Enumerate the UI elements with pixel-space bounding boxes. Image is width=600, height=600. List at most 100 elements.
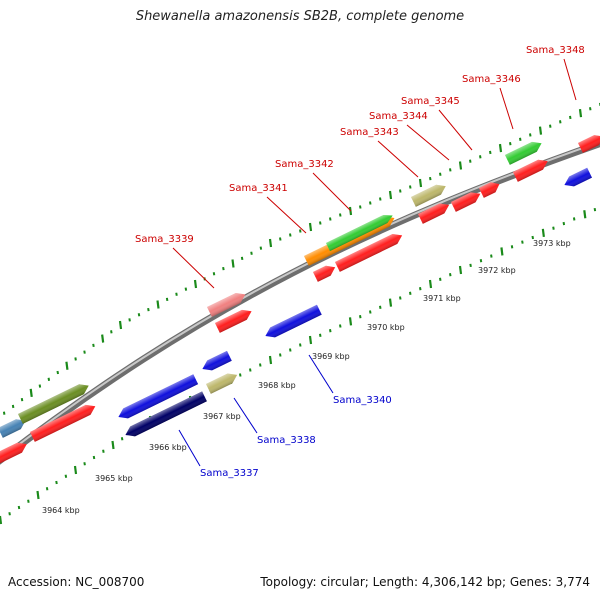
tick-mark — [562, 221, 566, 226]
gene-label[interactable]: Sama_3339 — [135, 234, 194, 245]
tick-mark — [279, 353, 282, 357]
gene-label[interactable]: Sama_3343 — [340, 127, 399, 138]
tick-mark — [583, 210, 587, 219]
tick-mark — [538, 126, 543, 135]
tick-mark — [299, 229, 302, 233]
label-leader-line — [499, 87, 514, 130]
tick-mark — [65, 361, 69, 370]
map-title: Shewanella amazonensis SB2B, complete ge… — [135, 9, 465, 24]
tick-mark — [56, 370, 59, 375]
tick-mark — [419, 287, 422, 291]
scale-tick-labels: 3964 kbp 3965 kbp 3966 kbp 3967 kbp 3968 kbp… — [42, 239, 571, 515]
tick-mark — [29, 388, 33, 397]
inner-tick-ring — [0, 207, 597, 525]
tick-mark — [388, 298, 393, 307]
tick-mark — [175, 292, 178, 296]
tick-mark — [458, 265, 463, 275]
label-leader-line — [266, 196, 307, 234]
tick-mark — [259, 246, 263, 250]
tick-mark — [369, 201, 372, 205]
gene-feature — [451, 192, 481, 212]
label-leader-line — [377, 140, 419, 178]
gene-feature — [411, 184, 446, 207]
tick-mark — [519, 137, 522, 141]
scale-tick-label: 3968 kbp — [258, 381, 296, 390]
tick-mark — [469, 263, 472, 268]
tick-mark — [329, 217, 332, 221]
tick-mark — [73, 465, 78, 475]
tick-mark — [17, 505, 21, 510]
tick-mark — [572, 217, 576, 221]
gene-label[interactable]: Sama_3345 — [401, 96, 460, 107]
tick-mark — [92, 455, 96, 460]
scale-tick-label: 3967 kbp — [203, 412, 241, 421]
tick-mark — [308, 335, 313, 345]
gene-feature — [207, 292, 246, 317]
gene-feature — [326, 214, 393, 252]
gene-label[interactable]: Sama_3340 — [333, 395, 392, 406]
tick-mark — [593, 207, 597, 212]
gene-label[interactable]: Sama_3346 — [462, 74, 521, 85]
tick-mark — [479, 259, 483, 263]
label-leader-line — [438, 109, 473, 151]
scale-tick-label: 3973 kbp — [533, 239, 571, 248]
tick-mark — [589, 107, 592, 111]
gene-label[interactable]: Sama_3341 — [229, 183, 288, 194]
scale-tick-label: 3965 kbp — [95, 474, 133, 483]
tick-mark — [521, 240, 524, 244]
tick-mark — [498, 143, 503, 153]
scale-tick-label: 3971 kbp — [423, 294, 461, 303]
gene-feature — [202, 350, 232, 371]
tick-mark — [449, 273, 452, 277]
tick-mark — [359, 205, 362, 209]
gene-feature — [313, 265, 336, 282]
topology-text: Topology: circular; Length: 4,306,142 bp… — [260, 575, 590, 589]
label-leader-line — [172, 247, 215, 289]
gene-feature — [30, 404, 96, 442]
gene-feature — [118, 374, 199, 419]
tick-mark — [20, 397, 24, 402]
gene-feature — [513, 159, 548, 182]
tick-mark — [569, 115, 572, 120]
tick-mark — [111, 440, 115, 450]
tick-mark — [47, 377, 51, 381]
tick-mark — [399, 189, 402, 193]
gene-feature — [564, 167, 592, 187]
tick-mark — [339, 324, 342, 328]
gene-label[interactable]: Sama_3344 — [369, 111, 428, 122]
tick-mark — [529, 133, 532, 137]
scale-tick-label: 3964 kbp — [42, 506, 80, 515]
gene-feature — [418, 203, 450, 224]
tick-mark — [541, 228, 545, 237]
tick-mark — [531, 235, 534, 240]
outer-tick-ring — [2, 102, 600, 415]
tick-mark — [147, 307, 150, 312]
tick-mark — [222, 266, 225, 271]
tick-mark — [578, 108, 583, 118]
tick-mark — [369, 310, 372, 314]
tick-mark — [359, 315, 362, 319]
tick-mark — [268, 238, 273, 248]
tick-mark — [212, 272, 216, 276]
tick-mark — [489, 150, 492, 155]
tick-mark — [490, 254, 493, 258]
gene-feature — [125, 391, 207, 437]
tick-mark — [509, 142, 512, 146]
gene-label[interactable]: Sama_3337 — [200, 468, 259, 479]
gene-feature — [505, 141, 542, 165]
label-leader-line — [178, 429, 201, 467]
tick-mark — [289, 348, 292, 352]
tick-mark — [439, 277, 442, 281]
label-leader-line — [406, 124, 450, 161]
label-leader-line — [312, 172, 352, 212]
tick-mark — [92, 343, 95, 348]
gene-feature — [206, 373, 238, 394]
gene-feature — [0, 419, 26, 438]
tick-mark — [240, 256, 244, 261]
gene-label[interactable]: Sama_3342 — [275, 159, 334, 170]
gene-label[interactable]: Sama_3348 — [526, 45, 585, 56]
tick-mark — [458, 161, 463, 170]
gene-label[interactable]: Sama_3338 — [257, 435, 316, 446]
tick-mark — [239, 373, 242, 377]
